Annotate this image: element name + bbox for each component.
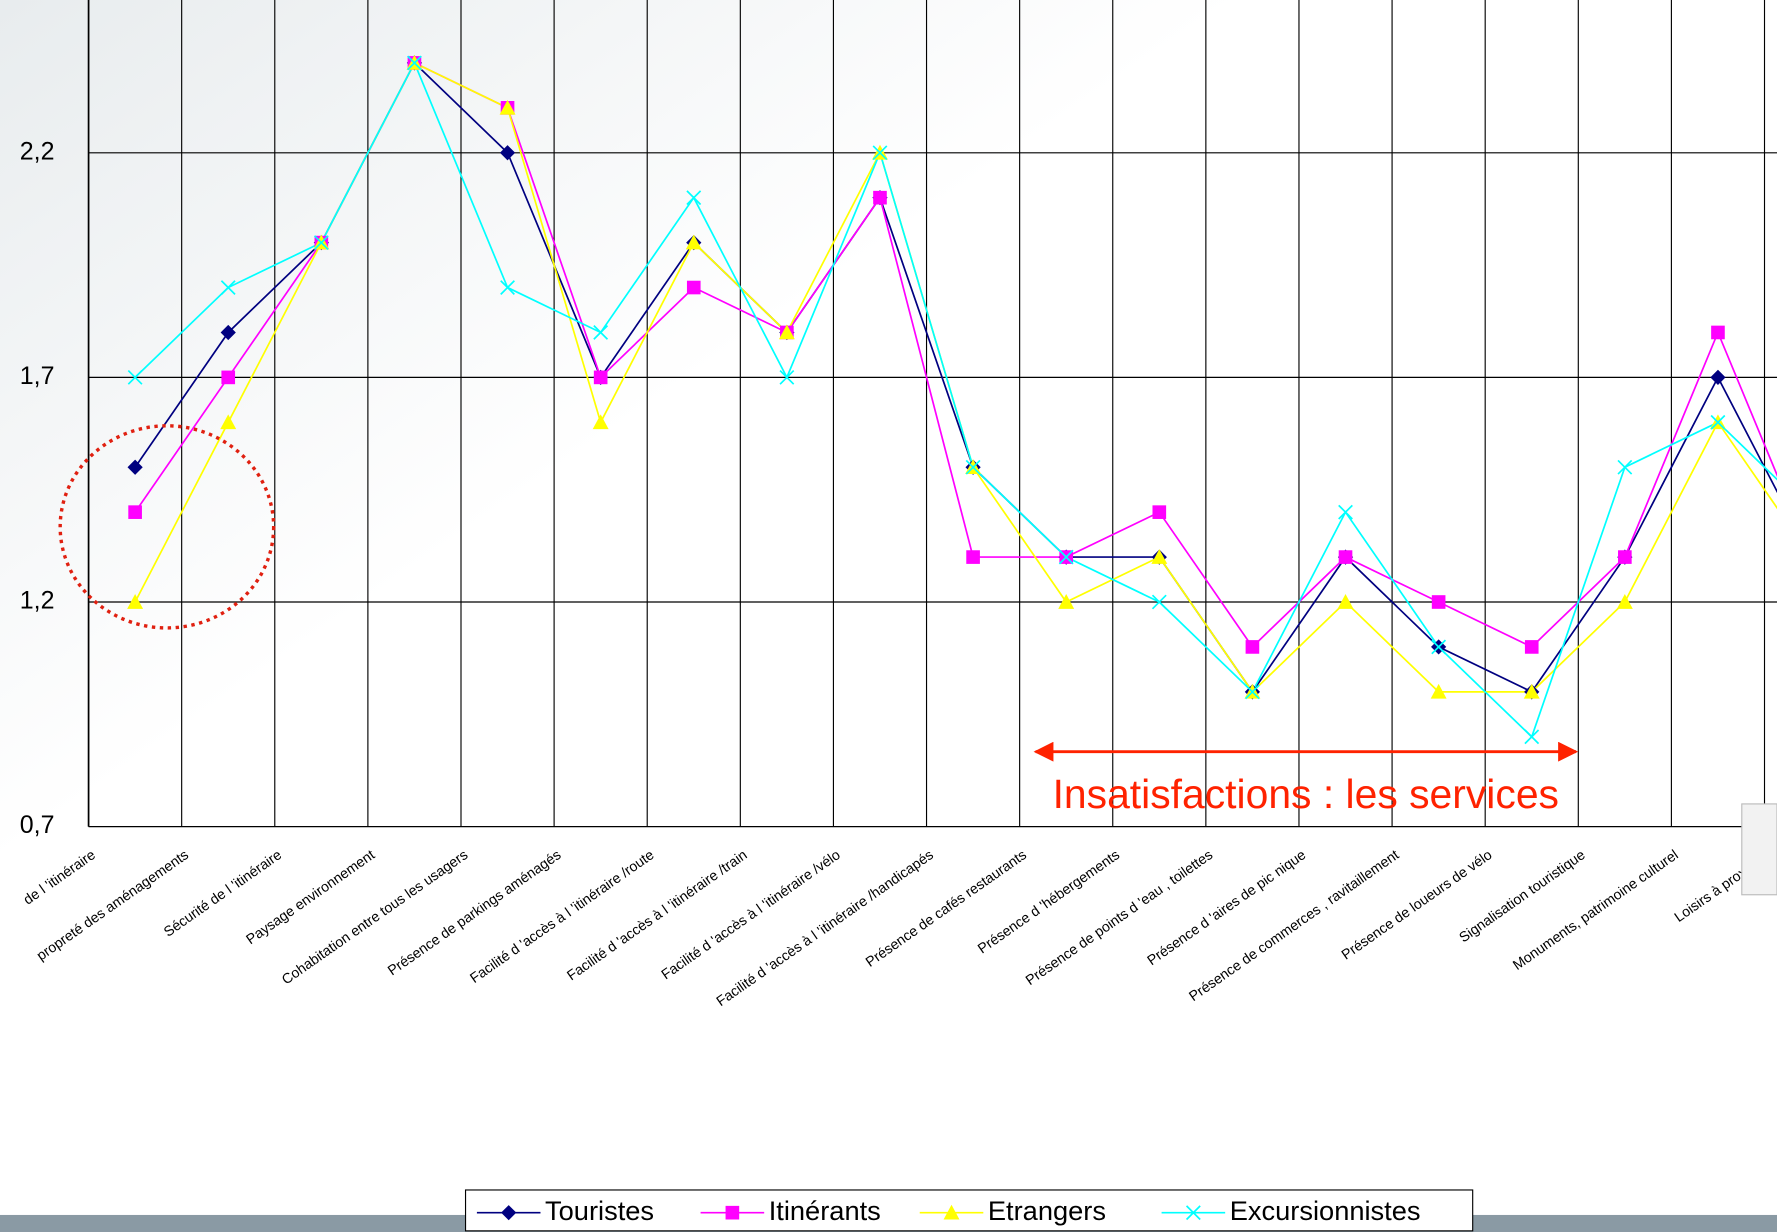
marker [499,145,516,161]
marker [872,145,888,161]
marker [220,280,236,295]
marker [1524,640,1539,654]
marker [873,190,887,205]
marker [128,505,142,519]
legend-label: Etrangers [988,1195,1106,1226]
marker [1523,683,1540,699]
legend-label: Excursionnistes [1230,1195,1421,1226]
legend [464,1189,1474,1232]
marker [1430,683,1447,699]
marker [1710,414,1726,430]
legend-items: Touristes Itinérants Etrangers Excursionnis… [476,1195,1421,1226]
marker [127,369,143,385]
marker [1152,505,1167,519]
marker [943,1204,960,1220]
marker [1711,325,1725,340]
marker [725,1205,740,1220]
marker [1337,594,1354,609]
marker [1618,550,1632,564]
marker [779,369,795,385]
marker [1616,594,1633,609]
marker [685,234,702,250]
marker [127,594,144,609]
y-tick-label: 1,7 [20,362,55,390]
marker [1185,1205,1201,1221]
marker [1338,550,1353,564]
marker [1431,639,1447,655]
marker [1617,459,1633,475]
marker [127,459,143,475]
y-tick-label: 2,2 [20,137,55,165]
marker [501,1205,517,1221]
logo [1741,803,1777,896]
marker [593,370,608,385]
marker [686,280,701,295]
marker [220,414,237,430]
marker [965,459,981,475]
y-tick-label: 1,2 [20,587,55,615]
y-tick-label: 0,7 [20,811,55,839]
marker [593,325,609,340]
marker [1245,640,1260,654]
marker [499,99,516,115]
marker [966,550,980,564]
marker [1151,549,1168,564]
marker [1245,684,1260,700]
marker [1431,595,1446,609]
marker [778,324,795,340]
annotation: Insatisfactions : les services [1053,771,1559,817]
marker [686,190,702,206]
marker [407,55,422,71]
marker [313,235,329,251]
legend-label: Itinérants [769,1195,881,1226]
marker [1151,594,1167,610]
highlight-circle [58,424,276,630]
marker [1058,549,1074,565]
marker [1524,729,1540,745]
marker [221,370,236,385]
legend-label: Touristes [545,1195,654,1226]
marker [1710,369,1726,385]
marker [500,280,515,295]
marker [1058,594,1075,609]
marker [592,414,609,430]
marker [220,324,236,341]
marker [1338,504,1353,520]
